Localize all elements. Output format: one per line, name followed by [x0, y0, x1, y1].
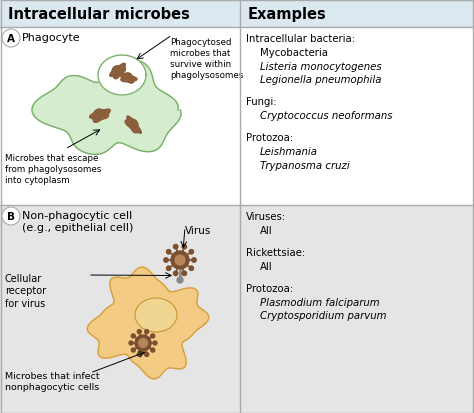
Circle shape — [2, 207, 20, 225]
Circle shape — [182, 245, 187, 249]
Text: Viruses:: Viruses: — [246, 211, 286, 221]
Circle shape — [151, 348, 155, 352]
Text: Leishmania: Leishmania — [260, 147, 318, 157]
Polygon shape — [98, 56, 146, 96]
Circle shape — [175, 255, 185, 265]
Text: Cellular
receptor
for virus: Cellular receptor for virus — [5, 273, 46, 308]
Circle shape — [2, 30, 20, 48]
Circle shape — [173, 245, 178, 249]
Circle shape — [166, 250, 171, 254]
Circle shape — [189, 266, 193, 271]
Text: Legionella pneumophila: Legionella pneumophila — [260, 75, 382, 85]
Text: Protozoa:: Protozoa: — [246, 283, 293, 293]
Circle shape — [151, 334, 155, 338]
Text: A: A — [7, 34, 15, 44]
Text: Mycobacteria: Mycobacteria — [260, 47, 328, 58]
Text: All: All — [260, 261, 273, 271]
Circle shape — [137, 353, 141, 356]
Polygon shape — [125, 117, 141, 134]
Text: Microbes that escape
from phagolysosomes
into cytoplasm: Microbes that escape from phagolysosomes… — [5, 154, 101, 185]
Circle shape — [131, 334, 135, 338]
Circle shape — [153, 341, 157, 345]
Circle shape — [182, 271, 187, 276]
Circle shape — [166, 266, 171, 271]
Circle shape — [131, 348, 135, 352]
Text: B: B — [7, 211, 15, 221]
Polygon shape — [32, 60, 181, 155]
Text: Trypanosma cruzi: Trypanosma cruzi — [260, 161, 350, 171]
Bar — [0, 206, 474, 413]
Polygon shape — [87, 268, 209, 379]
Text: Cryptococcus neoformans: Cryptococcus neoformans — [260, 111, 392, 121]
Text: Fungi:: Fungi: — [246, 97, 276, 107]
Text: Cryptosporidium parvum: Cryptosporidium parvum — [260, 311, 386, 320]
Text: Protozoa:: Protozoa: — [246, 133, 293, 143]
Circle shape — [177, 277, 183, 283]
Text: Virus: Virus — [185, 225, 211, 235]
Circle shape — [171, 252, 189, 269]
Circle shape — [145, 353, 149, 356]
Circle shape — [145, 330, 149, 334]
Text: All: All — [260, 225, 273, 235]
Circle shape — [192, 258, 196, 263]
Bar — [0, 28, 474, 206]
Text: Phagocytosed
microbes that
survive within
phagolysosomes: Phagocytosed microbes that survive withi… — [170, 38, 243, 80]
Text: Intracellular microbes: Intracellular microbes — [8, 7, 190, 21]
Ellipse shape — [135, 298, 177, 332]
Polygon shape — [120, 74, 137, 84]
Circle shape — [173, 271, 178, 276]
Text: Non-phagocytic cell
(e.g., epithelial cell): Non-phagocytic cell (e.g., epithelial ce… — [22, 211, 133, 233]
Polygon shape — [90, 110, 110, 123]
Text: Microbes that infect
nonphagocytic cells: Microbes that infect nonphagocytic cells — [5, 371, 100, 391]
Circle shape — [135, 335, 151, 351]
Text: Phagocyte: Phagocyte — [22, 33, 81, 43]
Circle shape — [189, 250, 193, 254]
Bar — [0, 0, 474, 28]
Text: Plasmodium falciparum: Plasmodium falciparum — [260, 297, 380, 307]
Text: Intracellular bacteria:: Intracellular bacteria: — [246, 34, 355, 44]
Polygon shape — [110, 64, 126, 80]
Circle shape — [137, 330, 141, 334]
Circle shape — [164, 258, 168, 263]
Text: Rickettsiae:: Rickettsiae: — [246, 247, 305, 257]
Circle shape — [129, 341, 133, 345]
Text: Listeria monocytogenes: Listeria monocytogenes — [260, 62, 382, 71]
Circle shape — [138, 339, 147, 348]
Text: Examples: Examples — [248, 7, 327, 21]
